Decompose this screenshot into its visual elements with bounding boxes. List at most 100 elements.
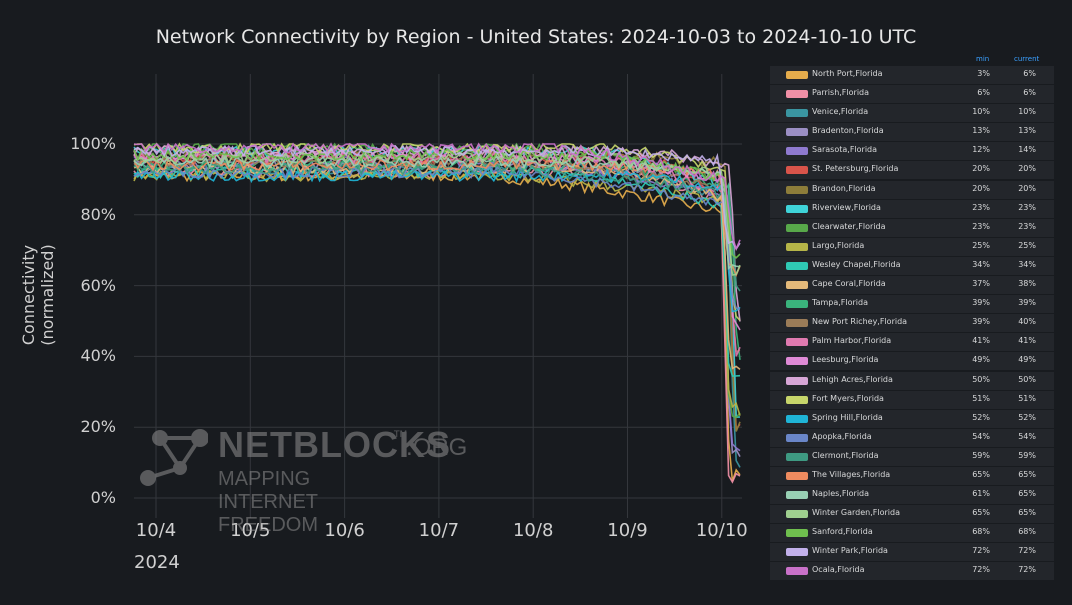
legend-swatch bbox=[786, 414, 808, 423]
legend-current-header: current bbox=[1014, 55, 1040, 63]
legend-swatch bbox=[786, 548, 808, 557]
legend-swatch bbox=[786, 529, 808, 538]
legend-series-name: Clermont,Florida bbox=[812, 450, 879, 460]
x-tick-label: 10/8 bbox=[512, 520, 554, 541]
legend-current-value: 34% bbox=[1018, 259, 1036, 269]
legend: min current North Port,Florida 3% 6% Parris… bbox=[770, 52, 1054, 582]
x-axis-year-label: 2024 bbox=[134, 552, 180, 573]
legend-swatch bbox=[786, 376, 808, 385]
legend-swatch bbox=[786, 128, 808, 137]
legend-series-name: St. Petersburg,Florida bbox=[812, 164, 899, 174]
legend-min-value: 65% bbox=[972, 469, 990, 479]
legend-series-name: Leesburg,Florida bbox=[812, 355, 879, 365]
legend-current-value: 13% bbox=[1018, 126, 1036, 136]
watermark-domain: .ORG bbox=[406, 434, 468, 461]
legend-current-value: 54% bbox=[1018, 431, 1036, 441]
legend-current-value: 39% bbox=[1018, 298, 1036, 308]
legend-swatch bbox=[786, 242, 808, 251]
legend-item[interactable]: Clermont,Florida 59% 59% bbox=[770, 447, 1054, 466]
legend-current-value: 14% bbox=[1018, 145, 1036, 155]
legend-item[interactable]: Wesley Chapel,Florida 34% 34% bbox=[770, 256, 1054, 275]
legend-swatch bbox=[786, 452, 808, 461]
legend-item[interactable]: Spring Hill,Florida 52% 52% bbox=[770, 409, 1054, 428]
legend-item[interactable]: New Port Richey,Florida 39% 40% bbox=[770, 314, 1054, 333]
legend-series-name: Largo,Florida bbox=[812, 240, 865, 250]
legend-item[interactable]: Palm Harbor,Florida 41% 41% bbox=[770, 333, 1054, 352]
legend-item[interactable]: Winter Park,Florida 72% 72% bbox=[770, 543, 1054, 562]
series-line bbox=[133, 157, 741, 457]
series-line bbox=[133, 151, 741, 357]
legend-min-value: 49% bbox=[972, 355, 990, 365]
legend-swatch bbox=[786, 223, 808, 232]
legend-item[interactable]: Leesburg,Florida 49% 49% bbox=[770, 352, 1054, 371]
legend-min-value: 41% bbox=[972, 336, 990, 346]
legend-swatch bbox=[786, 471, 808, 480]
y-tick-label: 0% bbox=[90, 488, 116, 507]
legend-item[interactable]: Brandon,Florida 20% 20% bbox=[770, 180, 1054, 199]
series-line bbox=[133, 161, 741, 468]
legend-current-value: 50% bbox=[1018, 374, 1036, 384]
x-tick-label: 10/4 bbox=[135, 520, 177, 541]
legend-min-value: 13% bbox=[972, 126, 990, 136]
legend-item[interactable]: Clearwater,Florida 23% 23% bbox=[770, 218, 1054, 237]
watermark-tagline: MAPPING INTERNET FREEDOM bbox=[218, 468, 318, 536]
legend-series-name: The Villages,Florida bbox=[812, 469, 891, 479]
legend-min-value: 65% bbox=[972, 508, 990, 518]
legend-item[interactable]: Bradenton,Florida 13% 13% bbox=[770, 123, 1054, 142]
y-tick-label: 20% bbox=[80, 417, 116, 437]
legend-min-value: 23% bbox=[972, 202, 990, 212]
legend-series-name: Clearwater,Florida bbox=[812, 221, 886, 231]
legend-series-name: Wesley Chapel,Florida bbox=[812, 259, 901, 269]
watermark-brand: NETBLOCKS bbox=[218, 424, 451, 465]
legend-item[interactable]: Ocala,Florida 72% 72% bbox=[770, 562, 1054, 581]
legend-item[interactable]: Venice,Florida 10% 10% bbox=[770, 104, 1054, 123]
legend-swatch bbox=[786, 185, 808, 194]
legend-item[interactable]: Sarasota,Florida 12% 14% bbox=[770, 142, 1054, 161]
legend-item[interactable]: Sanford,Florida 68% 68% bbox=[770, 524, 1054, 543]
legend-series-name: Apopka,Florida bbox=[812, 431, 872, 441]
legend-min-value: 20% bbox=[972, 164, 990, 174]
legend-current-value: 23% bbox=[1018, 221, 1036, 231]
legend-item[interactable]: North Port,Florida 3% 6% bbox=[770, 66, 1054, 84]
legend-item[interactable]: Cape Coral,Florida 37% 38% bbox=[770, 276, 1054, 295]
legend-item[interactable]: St. Petersburg,Florida 20% 20% bbox=[770, 161, 1054, 180]
legend-current-value: 72% bbox=[1018, 546, 1036, 556]
legend-current-value: 52% bbox=[1018, 412, 1036, 422]
legend-series-name: New Port Richey,Florida bbox=[812, 317, 908, 327]
legend-item[interactable]: Naples,Florida 61% 65% bbox=[770, 486, 1054, 505]
series-line bbox=[133, 169, 741, 416]
legend-item[interactable]: Tampa,Florida 39% 39% bbox=[770, 295, 1054, 314]
legend-series-name: Riverview,Florida bbox=[812, 202, 881, 212]
legend-swatch bbox=[786, 433, 808, 442]
legend-item[interactable]: Fort Myers,Florida 51% 51% bbox=[770, 390, 1054, 409]
y-tick-label: 60% bbox=[80, 275, 116, 295]
legend-swatch bbox=[786, 357, 808, 366]
legend-item[interactable]: The Villages,Florida 65% 65% bbox=[770, 466, 1054, 485]
legend-swatch bbox=[786, 261, 808, 270]
legend-min-value: 52% bbox=[972, 412, 990, 422]
legend-item[interactable]: Largo,Florida 25% 25% bbox=[770, 237, 1054, 256]
network-logo-icon bbox=[140, 429, 208, 486]
legend-series-name: Sanford,Florida bbox=[812, 527, 873, 537]
legend-min-value: 10% bbox=[972, 107, 990, 117]
legend-swatch bbox=[786, 166, 808, 175]
legend-item[interactable]: Riverview,Florida 23% 23% bbox=[770, 199, 1054, 218]
chart-title: Network Connectivity by Region - United … bbox=[155, 26, 917, 48]
legend-min-value: 37% bbox=[972, 279, 990, 289]
legend-series-name: Brandon,Florida bbox=[812, 183, 876, 193]
legend-item[interactable]: Lehigh Acres,Florida 50% 50% bbox=[770, 371, 1054, 390]
legend-series-name: Cape Coral,Florida bbox=[812, 279, 886, 289]
legend-swatch bbox=[786, 281, 808, 290]
legend-swatch bbox=[786, 300, 808, 309]
legend-item[interactable]: Apopka,Florida 54% 54% bbox=[770, 428, 1054, 447]
legend-current-value: 6% bbox=[1023, 69, 1036, 78]
legend-swatch bbox=[786, 338, 808, 347]
legend-current-value: 40% bbox=[1018, 317, 1036, 327]
legend-min-value: 12% bbox=[972, 145, 990, 155]
legend-current-value: 20% bbox=[1018, 164, 1036, 174]
legend-series-name: Venice,Florida bbox=[812, 107, 869, 117]
legend-item[interactable]: Winter Garden,Florida 65% 65% bbox=[770, 505, 1054, 524]
legend-current-value: 51% bbox=[1018, 393, 1036, 403]
legend-min-value: 34% bbox=[972, 259, 990, 269]
legend-item[interactable]: Parrish,Florida 6% 6% bbox=[770, 85, 1054, 104]
